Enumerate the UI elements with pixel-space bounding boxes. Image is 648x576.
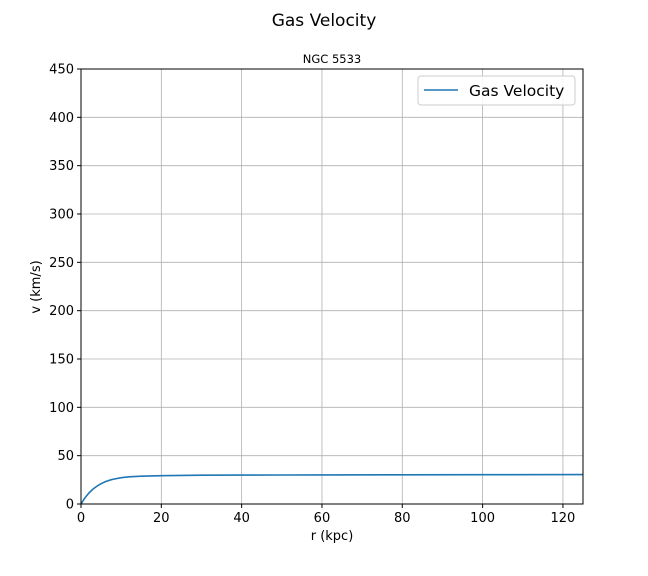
x-axis-label: r (kpc) — [311, 529, 354, 544]
y-tick-label: 300 — [49, 208, 74, 223]
y-tick-label: 200 — [49, 304, 74, 319]
chart-title: NGC 5533 — [303, 52, 361, 66]
plot-area-frame — [80, 68, 584, 505]
x-tick-label: 120 — [551, 511, 576, 526]
legend: Gas Velocity — [417, 75, 576, 106]
y-axis-label: v (km/s) — [29, 260, 44, 313]
legend-label-gas-velocity: Gas Velocity — [469, 82, 564, 100]
x-tick-label: 100 — [470, 511, 495, 526]
x-tick-label: 0 — [77, 511, 85, 526]
x-tick-label: 80 — [394, 511, 411, 526]
x-tick-label: 20 — [153, 511, 170, 526]
y-tick-label: 400 — [49, 111, 74, 126]
figure-suptitle: Gas Velocity — [272, 11, 377, 31]
y-tick-label: 450 — [49, 63, 74, 78]
legend-box — [417, 75, 576, 106]
y-tick-label: 50 — [57, 449, 74, 464]
y-tick-label: 150 — [49, 353, 74, 368]
x-tick-label: 40 — [233, 511, 250, 526]
series-line-0 — [80, 473, 584, 505]
y-tick-label: 100 — [49, 401, 74, 416]
y-tick-label: 250 — [49, 256, 74, 271]
axis-ticks: 0 20 40 60 80 100 120 0 50 100 150 200 250 300 350 400 4… — [49, 63, 575, 527]
plot-series — [80, 473, 584, 505]
y-tick-label: 0 — [66, 498, 74, 513]
y-tick-label: 350 — [49, 159, 74, 174]
x-tick-label: 60 — [314, 511, 331, 526]
